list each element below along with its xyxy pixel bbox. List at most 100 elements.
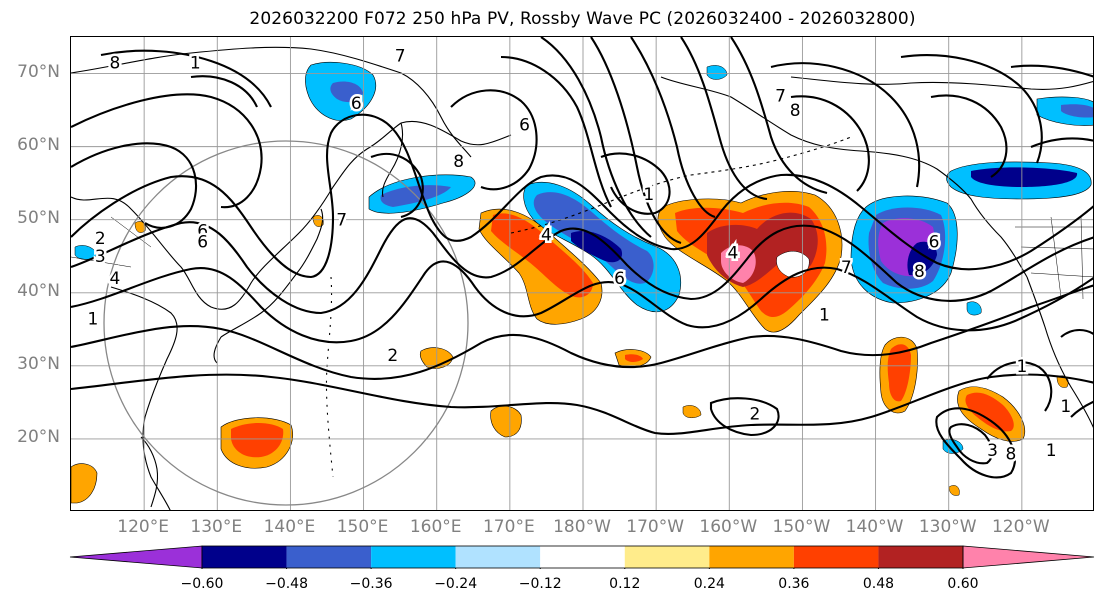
contour-label-halo: 1 <box>1060 397 1071 417</box>
contour-label: 6 <box>197 222 208 242</box>
reference-circle <box>103 140 469 506</box>
contour-label-halo: 3 <box>987 441 998 461</box>
pv-contour <box>540 37 652 238</box>
border-line <box>71 216 1093 300</box>
anomaly-positive-region <box>887 344 911 402</box>
contour-label: 1 <box>88 309 99 329</box>
contour-label-halo: 4 <box>728 244 739 264</box>
pv-contour <box>500 55 612 208</box>
contour-label: 6 <box>351 94 362 114</box>
contour-label: 4 <box>109 269 120 289</box>
contour-label-halo: 6 <box>929 233 940 253</box>
contour-label: 1 <box>190 54 201 74</box>
coastline-japan <box>213 208 324 364</box>
contour-label-halo: 2 <box>95 229 106 249</box>
pv-contour <box>370 152 424 219</box>
anomaly-negative-region <box>74 245 98 260</box>
colorbar-segment <box>624 546 710 568</box>
contour-label: 6 <box>614 269 625 289</box>
chart-title: 2026032200 F072 250 hPa PV, Rossby Wave … <box>249 9 916 29</box>
contour-label-halo: 1 <box>819 306 830 326</box>
anomaly-positive-region <box>1056 375 1069 388</box>
contour-label: 7 <box>775 86 786 106</box>
contour-label: 6 <box>197 233 208 253</box>
colorbar-segment <box>793 546 879 568</box>
colorbar-segment <box>878 546 963 568</box>
longitude-label: 160°E <box>409 517 462 537</box>
contour-label: 8 <box>914 262 925 282</box>
latitude-label: 60°N <box>17 134 60 155</box>
colorbar-segment <box>540 546 625 568</box>
coastline-arctic-north-america <box>790 76 1093 90</box>
pv-contour <box>1060 328 1093 338</box>
contour-label-halo: 7 <box>336 211 347 231</box>
pv-contour <box>1030 137 1093 148</box>
longitude-label: 180°W <box>553 517 611 537</box>
coastline-philippines <box>140 436 159 508</box>
contour-label: 1 <box>1060 397 1071 417</box>
contour-label: 4 <box>541 225 552 245</box>
pv-contour <box>1010 64 1093 78</box>
colorbar-tick-label: −0.48 <box>265 576 308 592</box>
contour-label: 1 <box>643 185 654 205</box>
pv-contour <box>71 113 1093 279</box>
pv-contour <box>730 37 828 195</box>
colorbar-tick-label: 0.48 <box>862 576 895 592</box>
contour-label: 7 <box>395 46 406 66</box>
contour-label-halo: 4 <box>541 225 552 245</box>
contour-label: 4 <box>728 244 739 264</box>
anomaly-negative-region <box>706 65 728 80</box>
pv-contour <box>600 152 671 215</box>
coastline-korea-china <box>110 286 178 510</box>
pv-contour <box>680 37 768 201</box>
colorbar-segment <box>286 546 372 568</box>
contour-label-halo: 8 <box>790 101 801 121</box>
longitude-label: 140°E <box>263 517 316 537</box>
colorbar-segment <box>371 546 456 568</box>
contour-label: 6 <box>519 116 530 136</box>
pv-contour <box>71 93 263 209</box>
pv-contour <box>100 49 272 108</box>
contour-label: 8 <box>1005 445 1016 465</box>
contour-label: 7 <box>841 258 852 278</box>
contour-label-halo: 2 <box>749 404 760 424</box>
pv-contour <box>71 260 1093 344</box>
contour-label-halo: 1 <box>643 185 654 205</box>
colorbar-tick-label: −0.24 <box>434 576 478 592</box>
colorbar-tick-label: 0.12 <box>609 576 641 592</box>
coastline-asia <box>71 46 472 158</box>
coastline-north-america-west <box>1026 276 1093 428</box>
pv-contour <box>790 95 870 192</box>
contour-label-halo: 8 <box>109 54 120 74</box>
contour-label-halo: 4 <box>109 269 120 289</box>
pv-contour <box>1070 400 1093 418</box>
contour-label: 2 <box>387 346 398 366</box>
longitude-label: 150°W <box>772 517 831 537</box>
contour-label: 1 <box>819 306 830 326</box>
colorbar-segment <box>455 546 541 568</box>
pv-contour <box>630 37 716 219</box>
anomaly-positive-region <box>776 251 810 278</box>
pv-contour <box>71 284 1093 380</box>
anomaly-positive-region <box>231 423 284 458</box>
contour-label: 2 <box>749 404 760 424</box>
anomaly-positive-region <box>134 221 146 233</box>
longitude-label: 120°W <box>991 517 1050 537</box>
anomaly-negative-region <box>1061 104 1093 118</box>
pv-contour <box>948 423 994 465</box>
colorbar-tick-label: 0.36 <box>778 576 810 592</box>
anomaly-positive-region <box>490 405 522 438</box>
contour-label-halo: 6 <box>197 222 208 242</box>
pv-contour <box>590 37 682 245</box>
coastlines <box>71 46 1093 510</box>
contour-label: 1 <box>1016 357 1027 377</box>
colorbar-segment <box>202 546 287 568</box>
longitude-label: 150°E <box>336 517 389 537</box>
pv-contour <box>71 217 1093 315</box>
anomaly-positive-region <box>965 392 1014 432</box>
longitude-label: 160°W <box>699 517 758 537</box>
pv-contour <box>900 54 1043 164</box>
longitude-label: 130°E <box>190 517 243 537</box>
